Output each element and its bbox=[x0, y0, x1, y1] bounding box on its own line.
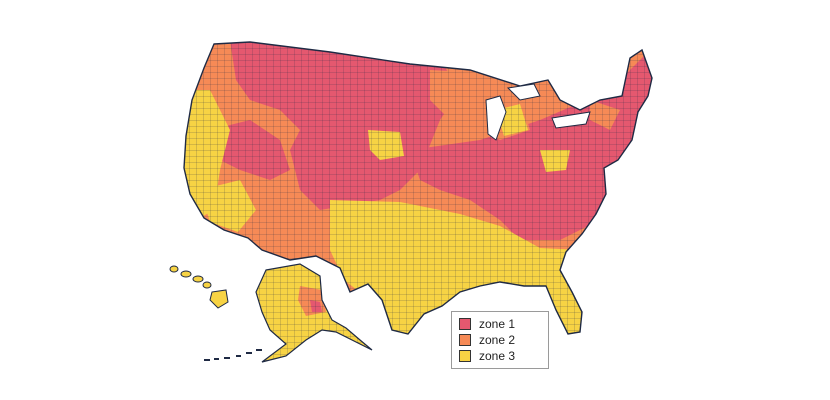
contiguous-us bbox=[184, 42, 652, 334]
hawaii bbox=[169, 265, 229, 309]
legend-label: zone 3 bbox=[479, 349, 516, 363]
zone-2-swatch bbox=[459, 334, 471, 346]
legend-item-zone-2: zone 2 bbox=[459, 332, 548, 348]
legend-item-zone-3: zone 3 bbox=[459, 348, 548, 364]
zone-1-swatch bbox=[459, 318, 471, 330]
great-lakes bbox=[485, 83, 591, 141]
map-legend: zone 1 zone 2 zone 3 bbox=[451, 311, 549, 369]
legend-label: zone 1 bbox=[479, 317, 516, 331]
zone-3-swatch bbox=[459, 350, 471, 362]
legend-item-zone-1: zone 1 bbox=[459, 316, 548, 332]
aleutian-islands bbox=[204, 349, 262, 361]
legend-label: zone 2 bbox=[479, 333, 516, 347]
